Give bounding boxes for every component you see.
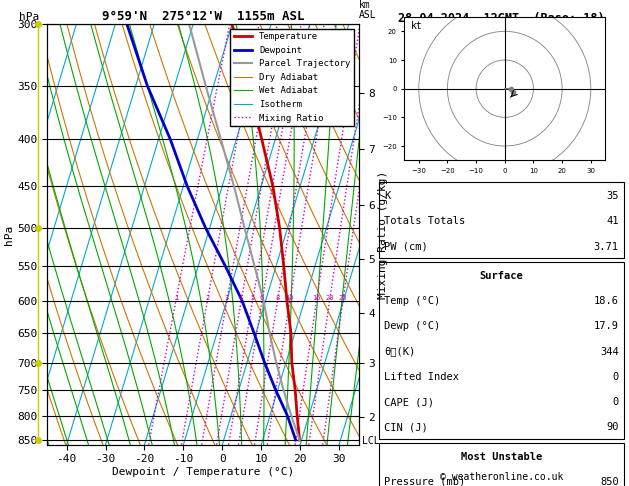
Text: 41: 41 bbox=[606, 216, 619, 226]
Text: 18.6: 18.6 bbox=[594, 296, 619, 306]
Text: 8: 8 bbox=[276, 295, 280, 301]
Text: LCL: LCL bbox=[362, 436, 379, 446]
Text: 90: 90 bbox=[606, 422, 619, 433]
Text: Temp (°C): Temp (°C) bbox=[384, 296, 441, 306]
Bar bbox=[379, 182, 624, 258]
Text: Surface: Surface bbox=[480, 271, 523, 281]
Text: 3.71: 3.71 bbox=[594, 242, 619, 252]
Text: kt: kt bbox=[411, 21, 422, 31]
Y-axis label: hPa: hPa bbox=[4, 225, 14, 244]
Text: 850: 850 bbox=[600, 477, 619, 486]
Text: 17.9: 17.9 bbox=[594, 321, 619, 331]
Text: Lifted Index: Lifted Index bbox=[384, 372, 459, 382]
Text: 35: 35 bbox=[606, 191, 619, 201]
Text: 1: 1 bbox=[174, 295, 178, 301]
Text: km
ASL: km ASL bbox=[359, 0, 376, 20]
Text: 344: 344 bbox=[600, 347, 619, 357]
Text: Most Unstable: Most Unstable bbox=[461, 451, 542, 462]
Bar bbox=[379, 262, 624, 439]
X-axis label: Dewpoint / Temperature (°C): Dewpoint / Temperature (°C) bbox=[112, 467, 294, 477]
Text: 2: 2 bbox=[205, 295, 209, 301]
Text: 28.04.2024  12GMT  (Base: 18): 28.04.2024 12GMT (Base: 18) bbox=[398, 12, 605, 25]
Text: K: K bbox=[384, 191, 391, 201]
Text: Totals Totals: Totals Totals bbox=[384, 216, 465, 226]
Text: Pressure (mb): Pressure (mb) bbox=[384, 477, 465, 486]
Text: 20: 20 bbox=[325, 295, 334, 301]
Legend: Temperature, Dewpoint, Parcel Trajectory, Dry Adiabat, Wet Adiabat, Isotherm, Mi: Temperature, Dewpoint, Parcel Trajectory… bbox=[230, 29, 354, 126]
Text: 0: 0 bbox=[613, 372, 619, 382]
Text: Dewp (°C): Dewp (°C) bbox=[384, 321, 441, 331]
Text: © weatheronline.co.uk: © weatheronline.co.uk bbox=[440, 472, 564, 482]
Text: 25: 25 bbox=[338, 295, 347, 301]
Y-axis label: Mixing Ratio (g/kg): Mixing Ratio (g/kg) bbox=[378, 171, 388, 298]
Text: CIN (J): CIN (J) bbox=[384, 422, 428, 433]
Title: 9°59'N  275°12'W  1155m ASL: 9°59'N 275°12'W 1155m ASL bbox=[102, 10, 304, 23]
Text: PW (cm): PW (cm) bbox=[384, 242, 428, 252]
Text: 5: 5 bbox=[250, 295, 255, 301]
Bar bbox=[379, 443, 624, 486]
Text: 4: 4 bbox=[239, 295, 243, 301]
Text: 6: 6 bbox=[260, 295, 264, 301]
Text: 0: 0 bbox=[613, 397, 619, 407]
Text: θᴇ(K): θᴇ(K) bbox=[384, 347, 416, 357]
Text: 16: 16 bbox=[312, 295, 321, 301]
Text: 3: 3 bbox=[225, 295, 229, 301]
Text: 10: 10 bbox=[286, 295, 294, 301]
Text: hPa: hPa bbox=[19, 12, 40, 22]
Text: CAPE (J): CAPE (J) bbox=[384, 397, 435, 407]
